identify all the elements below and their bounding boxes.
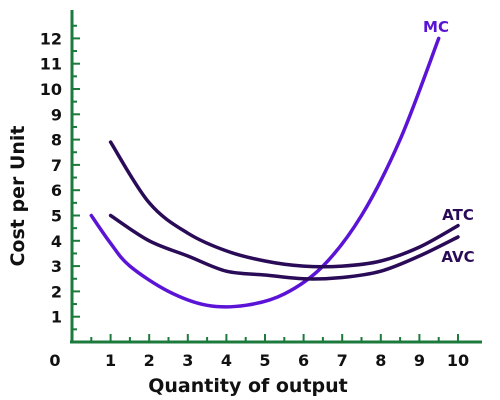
y-tick-label: 4 [51, 232, 62, 251]
y-tick-label: 5 [51, 207, 62, 226]
origin-label: 0 [49, 351, 60, 370]
y-tick-label: 8 [51, 131, 62, 150]
axes [70, 10, 482, 344]
x-tick-label: 6 [298, 351, 309, 370]
x-tick-label: 2 [144, 351, 155, 370]
series-lines [89, 36, 460, 309]
x-tick-label: 9 [414, 351, 425, 370]
y-tick-label: 12 [40, 29, 62, 48]
avc-label: AVC [441, 248, 474, 266]
series-labels: MC ATC AVC [423, 18, 475, 266]
y-tick-label: 11 [40, 55, 62, 74]
mc-label: MC [423, 18, 449, 36]
x-tick-label: 3 [182, 351, 193, 370]
y-tick-label: 10 [40, 80, 62, 99]
avc-curve [108, 213, 460, 281]
atc-label: ATC [442, 206, 474, 224]
x-tick-label: 10 [447, 351, 469, 370]
atc-curve [108, 140, 460, 269]
y-tick-label: 6 [51, 181, 62, 200]
x-tick-label: 7 [337, 351, 348, 370]
x-tick-label: 8 [375, 351, 386, 370]
y-tick-label: 7 [51, 156, 62, 175]
x-tick-label: 4 [221, 351, 232, 370]
y-tick-label: 2 [51, 282, 62, 301]
x-tick-label: 5 [259, 351, 270, 370]
y-tick-label: 3 [51, 257, 62, 276]
mc-curve [89, 36, 441, 309]
x-tick-label: 1 [105, 351, 116, 370]
x-axis-title: Quantity of output [148, 375, 348, 397]
y-tick-label: 1 [51, 308, 62, 327]
y-tick-label: 9 [51, 105, 62, 124]
y-axis-title: Cost per Unit [7, 125, 29, 266]
